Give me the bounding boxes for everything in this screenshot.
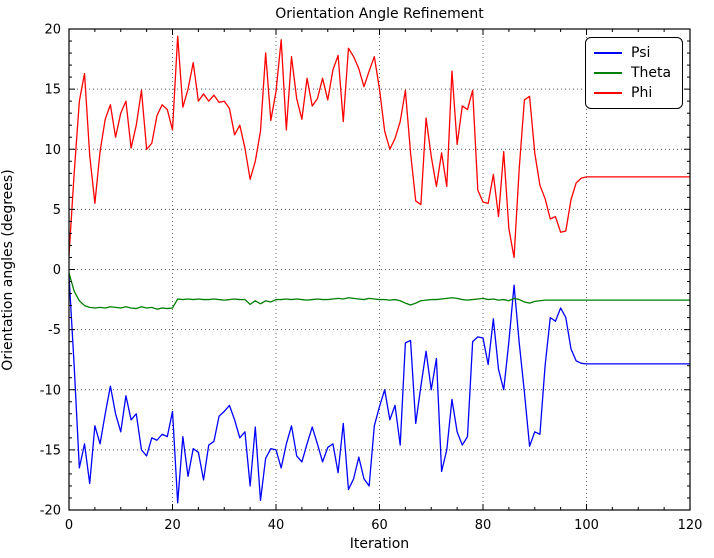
x-tick-label: 80 (475, 518, 492, 533)
x-tick-label: 120 (678, 518, 703, 533)
psi-line-swatch (594, 52, 622, 54)
y-tick-label: 10 (44, 143, 61, 158)
x-axis-label: Iteration (349, 536, 410, 552)
x-tick-label: 60 (371, 518, 388, 533)
legend-item-psi: Psi (594, 43, 674, 63)
x-tick-label: 40 (268, 518, 285, 533)
y-tick-label: -10 (40, 383, 61, 398)
theta-line (68, 272, 690, 310)
legend-label-phi: Phi (631, 85, 653, 101)
y-tick-label: 5 (53, 203, 61, 218)
chart-title: Orientation Angle Refinement (275, 6, 484, 22)
y-tick-label: -5 (48, 323, 61, 338)
axes-frame (68, 28, 691, 511)
x-tick-label: 20 (164, 518, 181, 533)
x-tick-label: 100 (574, 518, 599, 533)
theta-line-swatch (594, 72, 622, 74)
phi-line (68, 35, 690, 259)
y-tick-label: 15 (44, 83, 61, 98)
y-tick-label: -20 (40, 504, 61, 519)
legend-label-psi: Psi (631, 45, 651, 61)
phi-line-swatch (594, 92, 622, 94)
y-axis-label: Orientation angles (degrees) (0, 169, 16, 371)
x-tick-label: 0 (65, 518, 73, 533)
y-tick-label: 20 (44, 23, 61, 38)
y-tick-label: -15 (40, 443, 61, 458)
legend-label-theta: Theta (631, 65, 672, 81)
legend-item-theta: Theta (594, 63, 674, 83)
legend-item-phi: Phi (594, 83, 674, 103)
legend: Psi Theta Phi (585, 37, 683, 109)
psi-line (68, 275, 690, 504)
y-tick-label: 0 (53, 263, 61, 278)
